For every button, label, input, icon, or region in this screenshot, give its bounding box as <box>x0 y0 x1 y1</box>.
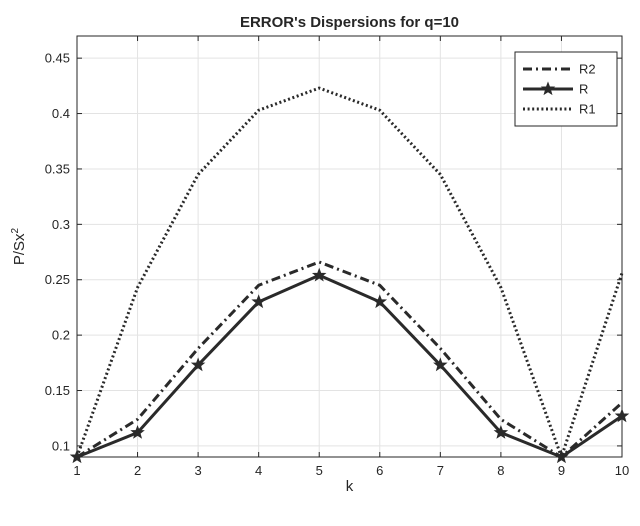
y-tick-label: 0.4 <box>52 106 70 121</box>
x-axis-ticks: 1 2 3 4 5 6 7 8 9 10 <box>73 36 629 478</box>
y-tick-label: 0.3 <box>52 217 70 232</box>
y-tick-label: 0.2 <box>52 328 70 343</box>
x-tick-label: 2 <box>134 463 141 478</box>
series-line-r <box>76 273 623 459</box>
x-tick-label: 1 <box>73 463 80 478</box>
legend-label-r1: R1 <box>579 102 596 117</box>
x-tick-label: 4 <box>255 463 262 478</box>
data-point-r <box>614 408 630 423</box>
y-tick-label: 0.1 <box>52 438 70 453</box>
y-tick-label: 0.15 <box>45 383 70 398</box>
y-axis-ticks: 0.1 0.15 0.2 0.25 0.3 0.35 0.4 0.45 <box>45 51 622 453</box>
x-axis-label: k <box>346 478 354 495</box>
x-tick-label: 5 <box>316 463 323 478</box>
y-tick-label: 0.25 <box>45 272 70 287</box>
legend-label-r2: R2 <box>579 62 596 77</box>
data-point-r <box>190 357 206 372</box>
y-axis-label-superscript: 2 <box>10 227 21 233</box>
x-tick-label: 10 <box>615 463 629 478</box>
y-tick-label: 0.35 <box>45 161 70 176</box>
x-tick-label: 6 <box>376 463 383 478</box>
plot-frame <box>76 35 623 458</box>
x-tick-label: 3 <box>194 463 201 478</box>
x-tick-label: 7 <box>437 463 444 478</box>
x-tick-label: 9 <box>558 463 565 478</box>
data-point-r <box>493 424 509 439</box>
y-axis-label: P/Sx2 <box>10 227 28 265</box>
legend: R2 R R1 <box>514 51 618 127</box>
series-line-r2 <box>76 260 624 459</box>
legend-marker-r <box>540 81 556 96</box>
data-point-r <box>251 294 266 309</box>
series-line-r1 <box>75 86 624 459</box>
legend-label-r: R <box>579 82 588 97</box>
chart-title: ERROR's Dispersions for q=10 <box>240 14 459 31</box>
series-lines <box>69 86 630 464</box>
x-tick-label: 8 <box>497 463 504 478</box>
data-point-r <box>372 294 388 309</box>
data-point-r <box>130 424 145 439</box>
data-point-r <box>311 267 327 282</box>
y-tick-label: 0.45 <box>45 51 70 66</box>
y-axis-label-base: P/Sx <box>11 233 28 265</box>
data-point-r <box>433 357 448 372</box>
